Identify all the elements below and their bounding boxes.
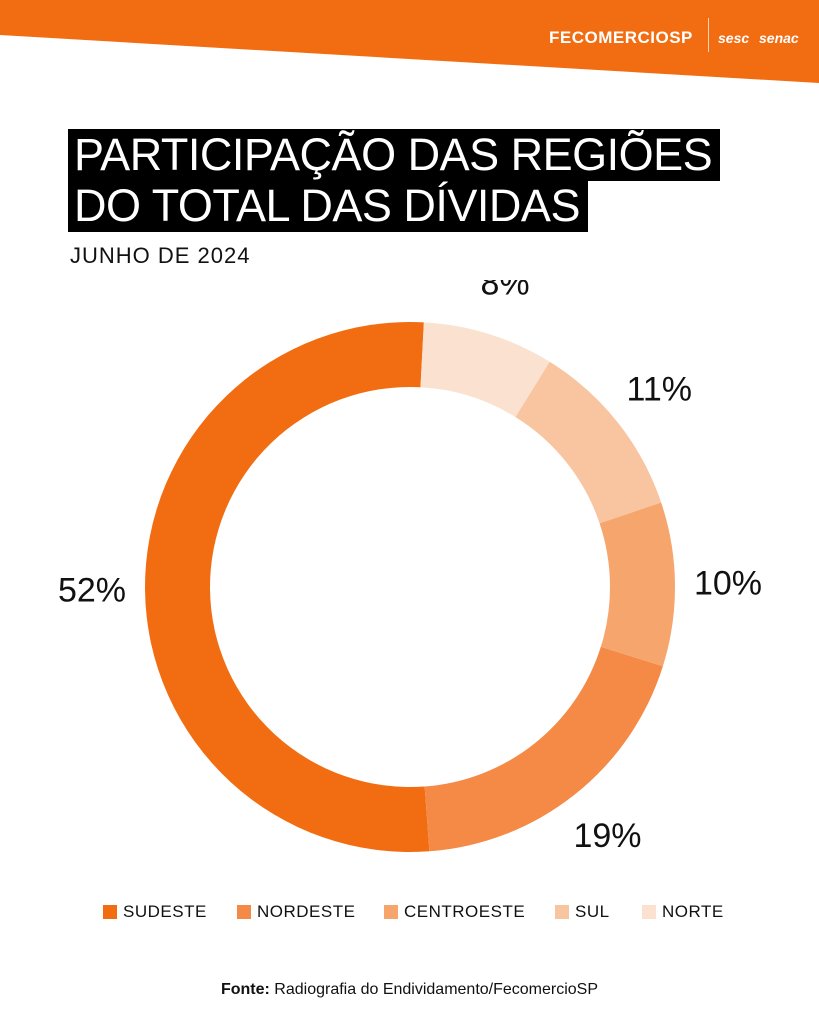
senac-logo: senac <box>759 30 799 46</box>
data-label-centroeste: 10% <box>694 565 762 603</box>
chart-subtitle: JUNHO DE 2024 <box>70 243 251 268</box>
slice-norte <box>420 322 550 418</box>
chart-legend: SUDESTE NORDESTE CENTROESTE SUL NORTE <box>103 902 743 926</box>
legend-item-centroeste: CENTROESTE <box>384 902 525 922</box>
source-text: Radiografia do Endividamento/FecomercioS… <box>274 981 599 998</box>
data-label-sul: 11% <box>626 370 692 408</box>
slice-nordeste <box>424 646 663 852</box>
legend-swatch <box>103 905 117 919</box>
legend-item-sul: SUL <box>555 902 610 922</box>
legend-label: SUDESTE <box>123 902 207 921</box>
legend-label: SUL <box>575 902 610 921</box>
fecomercio-logo: FECOMERCIOSP <box>549 28 693 47</box>
source-label: Fonte: <box>220 981 270 998</box>
data-label-nordeste: 19% <box>573 817 641 855</box>
legend-swatch <box>384 905 398 919</box>
source-note: Fonte: Radiografia do Endividamento/Feco… <box>0 981 819 999</box>
sesc-logo: sesc <box>718 30 750 46</box>
chart-title-line-2: DO TOTAL DAS DÍVIDAS <box>68 180 588 232</box>
header-banner <box>0 0 819 83</box>
legend-label: NORDESTE <box>257 902 356 921</box>
logo-divider <box>708 18 709 52</box>
legend-swatch <box>237 905 251 919</box>
donut-chart: 52% 19% 10% 11% 8% <box>58 280 762 855</box>
slice-centroeste <box>599 502 675 667</box>
legend-label: NORTE <box>662 902 724 921</box>
slice-sul <box>515 361 662 524</box>
legend-swatch <box>642 905 656 919</box>
legend-item-norte: NORTE <box>642 902 724 922</box>
legend-item-sudeste: SUDESTE <box>103 902 207 922</box>
legend-label: CENTROESTE <box>404 902 526 921</box>
chart-title-line-1: PARTICIPAÇÃO DAS REGIÕES <box>68 129 721 181</box>
slice-sudeste <box>145 322 430 852</box>
legend-swatch <box>555 905 569 919</box>
data-label-sudeste: 52% <box>58 571 126 609</box>
legend-item-nordeste: NORDESTE <box>237 902 355 922</box>
data-label-norte: 8% <box>481 280 530 303</box>
